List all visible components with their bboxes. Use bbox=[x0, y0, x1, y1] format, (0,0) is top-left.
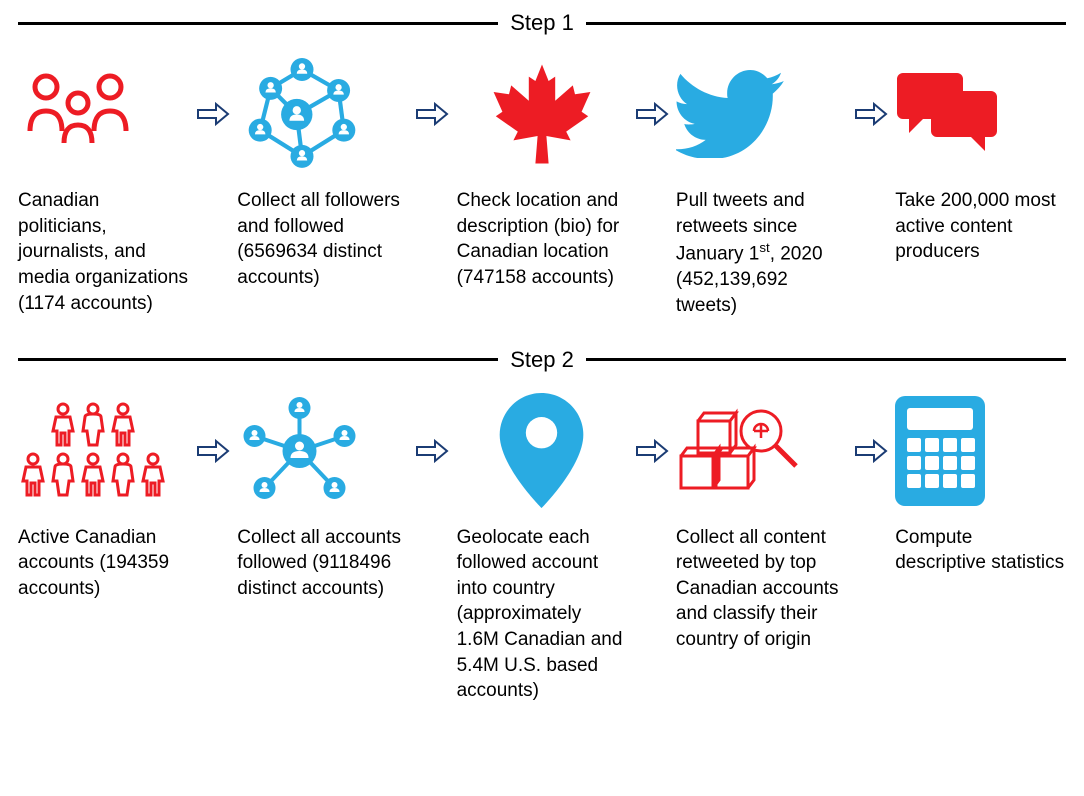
crowd-icon bbox=[18, 391, 189, 511]
step1-caption-2: Check location and description (bio) for… bbox=[457, 188, 628, 291]
step2-caption-2: Geolocate each followed account into cou… bbox=[457, 525, 628, 704]
rule-right bbox=[586, 358, 1066, 361]
boxes-lens-icon bbox=[676, 391, 847, 511]
step1-item-2: Check location and description (bio) for… bbox=[457, 54, 628, 291]
calculator-icon bbox=[895, 391, 1066, 511]
step1-item-3: Pull tweets and retweets since January 1… bbox=[676, 54, 847, 319]
step2-item-2: Geolocate each followed account into cou… bbox=[457, 391, 628, 704]
step1-caption-3: Pull tweets and retweets since January 1… bbox=[676, 188, 847, 319]
step2-caption-3: Collect all content retweeted by top Can… bbox=[676, 525, 847, 653]
step1-item-4: Take 200,000 most active content produce… bbox=[895, 54, 1066, 265]
maple-leaf-icon bbox=[457, 54, 628, 174]
arrow bbox=[408, 391, 457, 511]
arrow bbox=[847, 391, 896, 511]
step2-item-4: Compute descriptive statistics bbox=[895, 391, 1066, 576]
step2-caption-0: Active Canadian accounts (194359 account… bbox=[18, 525, 189, 602]
step2-caption-1: Collect all accounts followed (9118496 d… bbox=[237, 525, 408, 602]
network-icon bbox=[237, 54, 408, 174]
map-pin-icon bbox=[457, 391, 628, 511]
step1-header: Step 1 bbox=[18, 10, 1066, 36]
step1-caption-1: Collect all followers and followed (6569… bbox=[237, 188, 408, 291]
arrow bbox=[408, 54, 457, 174]
step2-header: Step 2 bbox=[18, 347, 1066, 373]
step1-label: Step 1 bbox=[510, 10, 574, 36]
people-group-icon bbox=[18, 54, 189, 174]
arrow bbox=[627, 54, 676, 174]
step2-caption-4: Compute descriptive statistics bbox=[895, 525, 1066, 576]
step2-row: Active Canadian accounts (194359 account… bbox=[18, 391, 1066, 704]
step1-item-0: Canadian politicians, journalists, and m… bbox=[18, 54, 189, 316]
step1-row: Canadian politicians, journalists, and m… bbox=[18, 54, 1066, 319]
step1-caption-4: Take 200,000 most active content produce… bbox=[895, 188, 1066, 265]
arrow bbox=[189, 54, 238, 174]
arrow bbox=[627, 391, 676, 511]
hub-icon bbox=[237, 391, 408, 511]
step1-caption-0: Canadian politicians, journalists, and m… bbox=[18, 188, 189, 316]
rule-left bbox=[18, 358, 498, 361]
step2-item-0: Active Canadian accounts (194359 account… bbox=[18, 391, 189, 602]
step2-item-3: Collect all content retweeted by top Can… bbox=[676, 391, 847, 653]
step2-label: Step 2 bbox=[510, 347, 574, 373]
rule-right bbox=[586, 22, 1066, 25]
rule-left bbox=[18, 22, 498, 25]
arrow bbox=[847, 54, 896, 174]
step2-item-1: Collect all accounts followed (9118496 d… bbox=[237, 391, 408, 602]
twitter-bird-icon bbox=[676, 54, 847, 174]
arrow bbox=[189, 391, 238, 511]
step1-item-1: Collect all followers and followed (6569… bbox=[237, 54, 408, 291]
speech-bubbles-icon bbox=[895, 54, 1066, 174]
